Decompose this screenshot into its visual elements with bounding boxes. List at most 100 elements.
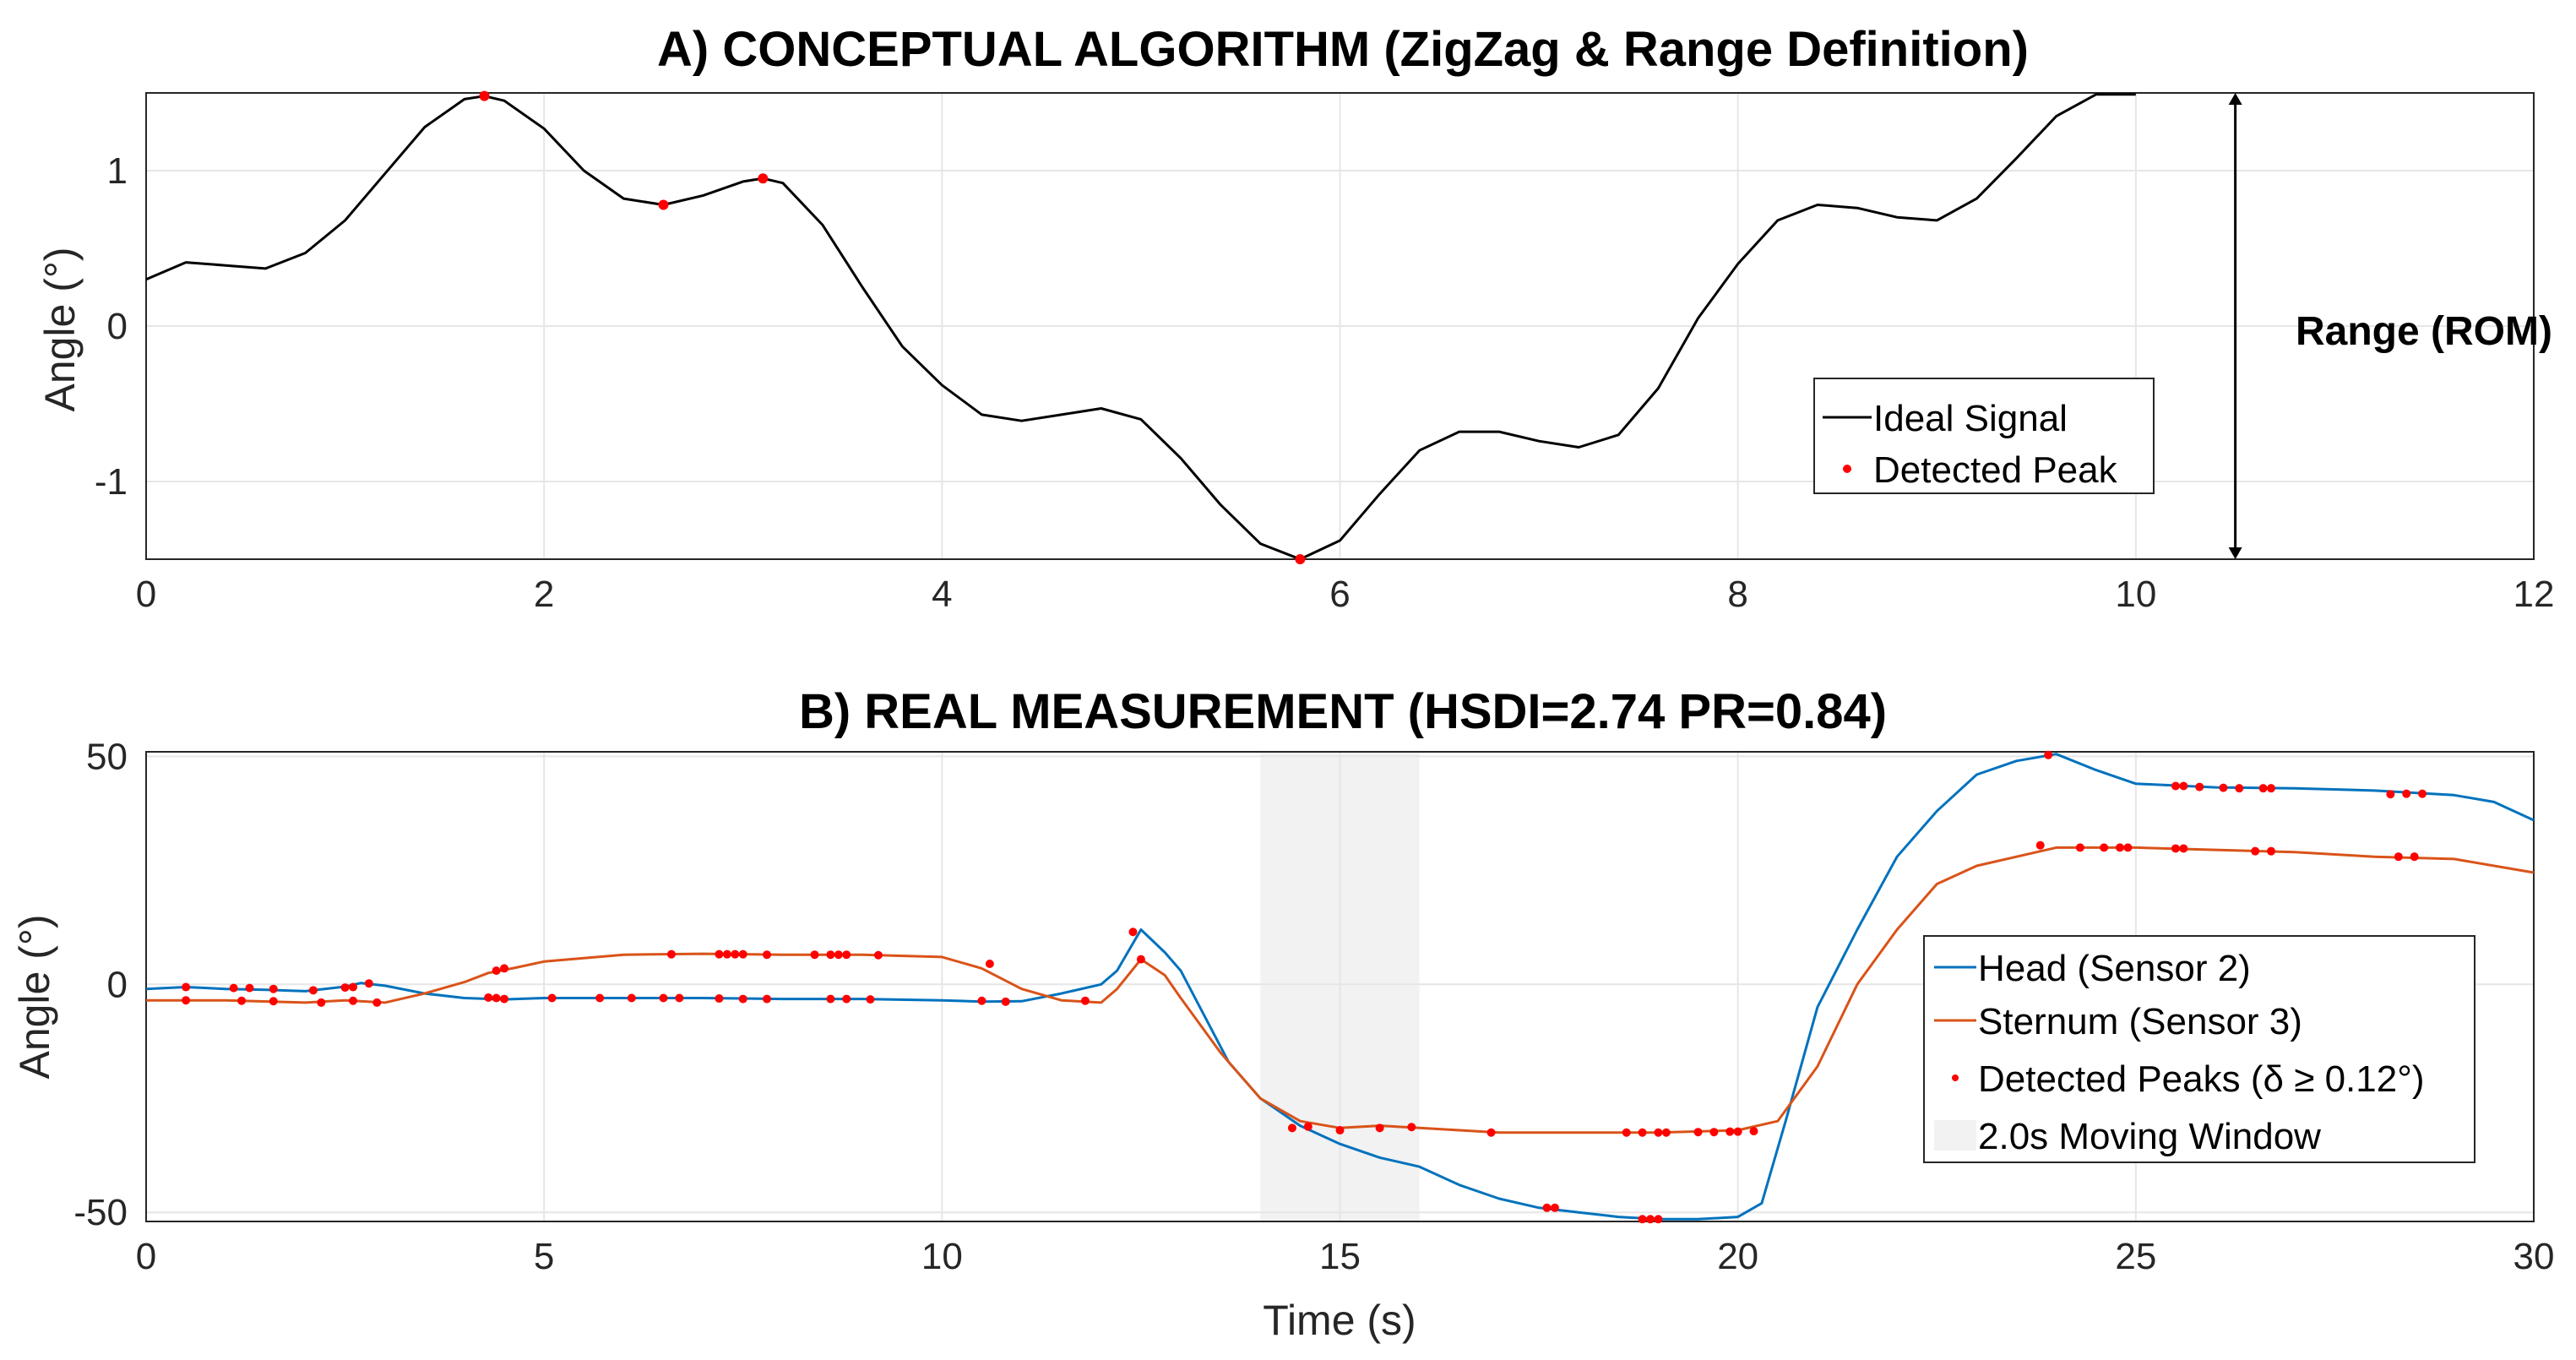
- panel-b-xtick-label: 30: [2514, 1236, 2555, 1277]
- detected-peak-marker: [2171, 844, 2180, 853]
- panel-b-xtick-label: 20: [1717, 1236, 1758, 1277]
- detected-peak-marker: [2410, 852, 2419, 862]
- detected-peak-marker: [492, 966, 501, 976]
- detected-peak-marker: [1709, 1128, 1719, 1137]
- detected-peak-marker: [479, 90, 490, 101]
- detected-peak-marker: [1661, 1128, 1671, 1137]
- panel-b-legend-box: [1923, 935, 2475, 1163]
- detected-peak-marker: [2267, 784, 2276, 793]
- detected-peak-marker: [1725, 1127, 1735, 1136]
- detected-peak-marker: [269, 984, 278, 993]
- detected-peak-marker: [1486, 1128, 1496, 1137]
- detected-peak-marker: [364, 979, 373, 988]
- panel-a-ytick-label: 1: [107, 150, 128, 192]
- detected-peak-marker: [2075, 843, 2084, 852]
- detected-peak-marker: [237, 996, 247, 1005]
- detected-peak-marker: [182, 996, 191, 1005]
- detected-peak-marker: [1001, 997, 1010, 1006]
- detected-peak-marker: [484, 993, 493, 1002]
- panel-b-series: [145, 750, 2535, 1224]
- detected-peak-marker: [2123, 843, 2133, 852]
- detected-peak-marker: [2044, 750, 2053, 759]
- detected-peak-marker: [738, 949, 747, 959]
- detected-peak-marker: [1295, 554, 1306, 564]
- detected-peak-marker: [1654, 1215, 1663, 1224]
- detected-peak-marker: [2386, 790, 2395, 799]
- range-rom-annotation: Range (ROM): [2228, 93, 2552, 559]
- detected-peak-marker: [1646, 1215, 1655, 1224]
- detected-peak-marker: [182, 982, 191, 992]
- legend-detected-peaks-label: Detected Peaks (δ ≥ 0.12°): [1978, 1058, 2424, 1100]
- detected-peak-marker: [715, 994, 724, 1004]
- detected-peak-marker: [758, 173, 769, 184]
- detected-peak-marker: [1335, 1126, 1345, 1135]
- detected-peak-marker: [340, 983, 350, 993]
- panel-a-series: [145, 90, 2136, 564]
- range-rom-arrow-head-bottom: [2228, 547, 2242, 559]
- legend-ideal-signal-label: Ideal Signal: [1873, 398, 2068, 439]
- panel-b-xtick-label: 5: [534, 1236, 554, 1277]
- detected-peak-marker: [317, 998, 326, 1007]
- range-rom-arrow-head-top: [2228, 93, 2242, 105]
- detected-peak-marker: [2100, 843, 2109, 852]
- panel-b-xtick-label: 15: [1319, 1236, 1361, 1277]
- detected-peak-marker: [1654, 1128, 1663, 1137]
- detected-peak-marker: [722, 949, 731, 959]
- detected-peak-marker: [1303, 1122, 1312, 1131]
- detected-peak-marker: [1749, 1127, 1758, 1136]
- detected-peak-marker: [763, 994, 772, 1004]
- panel-a-xtick-label: 6: [1329, 574, 1350, 615]
- detected-peak-marker: [842, 950, 851, 960]
- panel-a-xtick-label: 2: [534, 574, 554, 615]
- detected-peak-marker: [658, 199, 669, 210]
- legend-window-label: 2.0s Moving Window: [1978, 1116, 2321, 1157]
- detected-peak-marker: [2115, 843, 2124, 852]
- range-rom-label: Range (ROM): [2296, 309, 2552, 354]
- detected-peak-marker: [810, 950, 819, 960]
- detected-peak-marker: [866, 995, 875, 1004]
- ideal-signal-line: [145, 93, 2136, 561]
- panel-a-chart: A) CONCEPTUAL ALGORITHM (ZigZag & Range …: [36, 22, 2554, 615]
- detected-peak-marker: [873, 950, 883, 960]
- detected-peak-marker: [1287, 1123, 1296, 1133]
- detected-peak-marker: [308, 986, 318, 995]
- detected-peak-marker: [834, 950, 843, 960]
- detected-peak-marker: [842, 994, 851, 1004]
- detected-peak-marker: [715, 949, 724, 959]
- panel-b-xtick-label: 25: [2115, 1236, 2156, 1277]
- panel-b-xtick-label: 0: [136, 1236, 156, 1277]
- detected-peak-marker: [2258, 784, 2268, 793]
- panel-a-xtick-label: 8: [1727, 574, 1747, 615]
- detected-peak-marker: [763, 950, 772, 960]
- panel-b-xlabel: Time (s): [1263, 1297, 1416, 1344]
- detected-peak-marker: [1638, 1128, 1647, 1137]
- detected-peak-marker: [2035, 840, 2045, 850]
- detected-peak-marker: [372, 998, 382, 1007]
- detected-peak-marker: [2195, 782, 2204, 792]
- legend-detected-peak-label: Detected Peak: [1873, 449, 2118, 491]
- detected-peak-marker: [666, 949, 676, 959]
- panel-a-ylabel: Angle (°): [36, 247, 84, 411]
- legend-detected-peak-marker-icon: [1843, 465, 1851, 473]
- detected-peak-marker: [1638, 1215, 1647, 1224]
- detected-peak-marker: [2251, 846, 2260, 856]
- panel-a-ytick-label: -1: [95, 461, 128, 503]
- detected-peak-marker: [1693, 1128, 1703, 1137]
- legend-sternum-label: Sternum (Sensor 3): [1978, 1001, 2302, 1042]
- detected-peak-marker: [1622, 1128, 1631, 1137]
- detected-peak-marker: [1550, 1203, 1559, 1212]
- legend-detected-peaks-marker-icon: [1952, 1074, 1959, 1081]
- detected-peak-marker: [826, 950, 835, 960]
- detected-peak-marker: [731, 949, 740, 959]
- panel-a-xtick-label: 4: [932, 574, 952, 615]
- detected-peak-marker: [547, 993, 557, 1003]
- detected-peak-marker: [349, 982, 358, 992]
- legend-head-label: Head (Sensor 2): [1978, 948, 2251, 989]
- head-sensor-2-line: [145, 753, 2535, 1221]
- panel-a-ytick-label: 0: [107, 306, 128, 347]
- panel-b-ylabel: Angle (°): [11, 914, 58, 1079]
- detected-peak-marker: [2418, 789, 2427, 798]
- detected-peak-marker: [1733, 1127, 1742, 1136]
- detected-peak-marker: [269, 997, 278, 1006]
